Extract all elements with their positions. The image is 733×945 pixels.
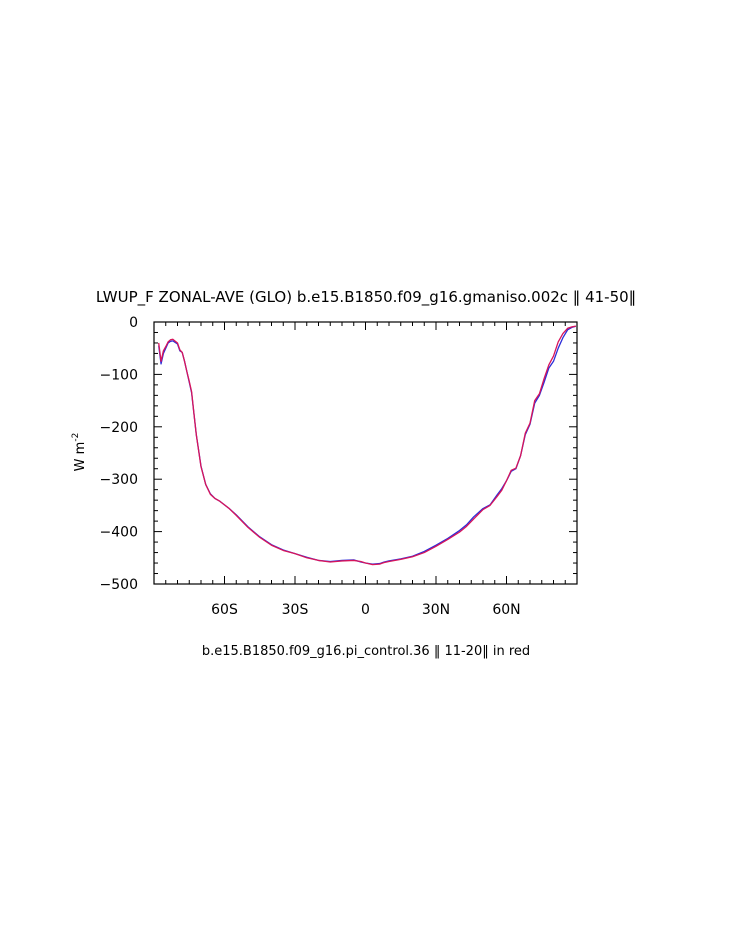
- series-line-blue: [158, 325, 577, 565]
- chart-caption: b.e15.B1850.f09_g16.pi_control.36 ‖ 11-2…: [202, 644, 530, 659]
- axis-ticks: [154, 322, 577, 584]
- x-tick-label: 30S: [282, 602, 309, 618]
- y-tick-label: −300: [100, 472, 138, 488]
- chart-title: LWUP_F ZONAL-AVE (GLO) b.e15.B1850.f09_g…: [96, 288, 636, 307]
- y-axis-label: W m-2: [71, 433, 88, 472]
- y-tick-label: 0: [129, 315, 138, 331]
- plot-frame: [153, 321, 578, 585]
- y-axis-label-main: W m: [73, 442, 88, 472]
- y-tick-label: −500: [100, 577, 138, 593]
- y-tick-label: −400: [100, 525, 138, 541]
- x-tick-label: 60S: [211, 602, 238, 618]
- x-tick-label: 60N: [492, 602, 520, 618]
- x-tick-label: 0: [361, 602, 370, 618]
- series-line-red: [158, 325, 576, 566]
- x-tick-label: 30N: [422, 602, 450, 618]
- y-tick-label: −200: [100, 420, 138, 436]
- plot-border: [153, 321, 578, 585]
- y-axis-label-superscript: -2: [71, 433, 81, 442]
- y-tick-label: −100: [100, 367, 138, 383]
- tick-labels: 60S 30S 0 30N 60N 0 −100 −200 −300 −400 −500: [100, 315, 521, 618]
- series-layer: [158, 325, 577, 566]
